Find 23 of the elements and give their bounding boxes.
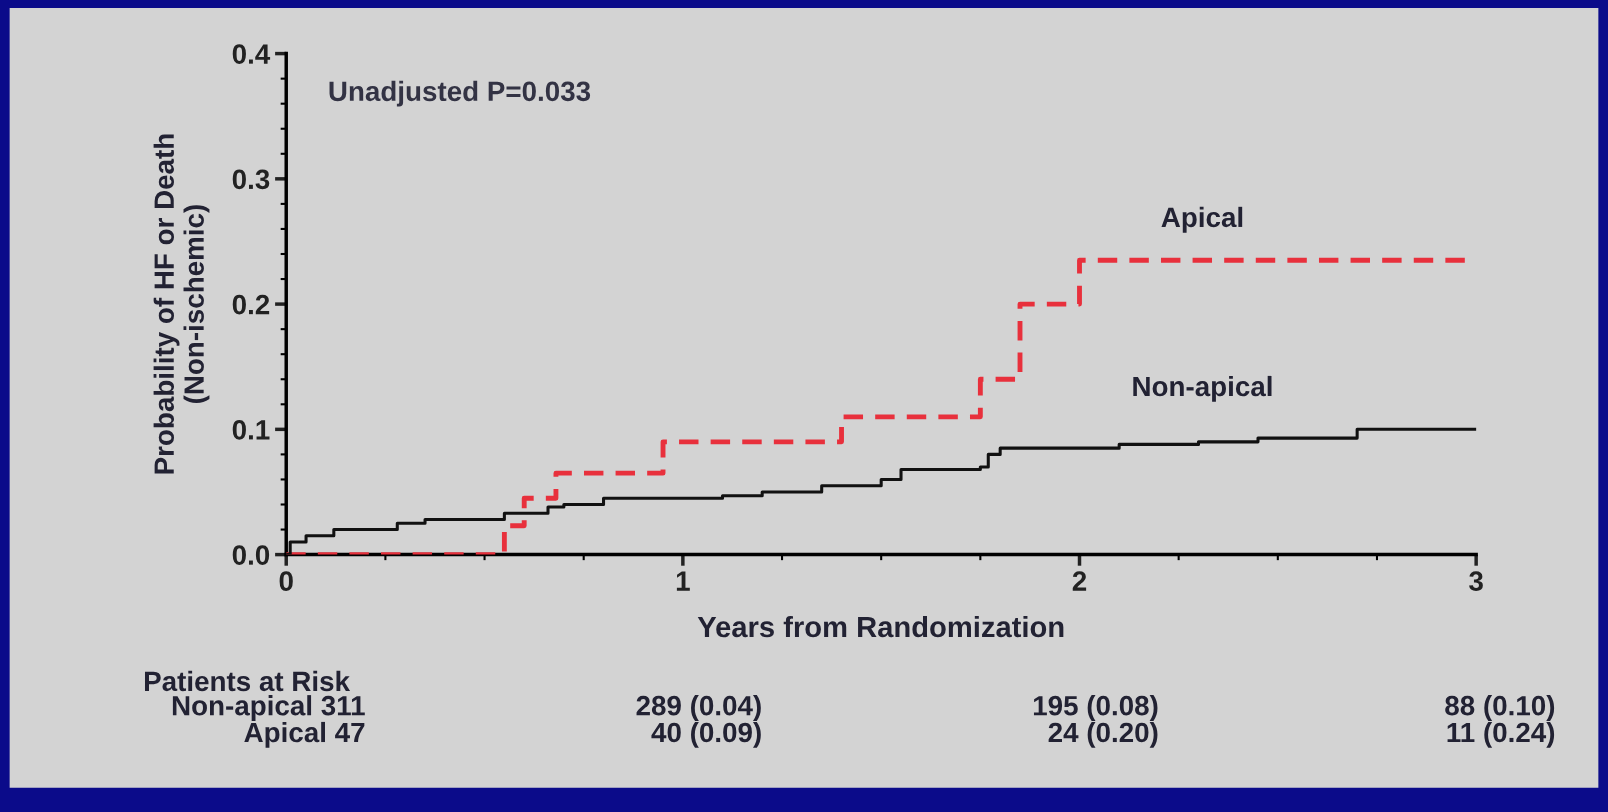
text: 40 (0.09): [651, 721, 761, 748]
text: 24 (0.20): [1048, 721, 1158, 748]
series-label: Non-apical: [1133, 375, 1272, 402]
x-axis-title: Years from Randomization: [697, 615, 1064, 638]
x-tick-label: 1: [676, 571, 690, 591]
text: 195 (0.08): [1033, 695, 1158, 722]
x-tick-label: 3: [1469, 571, 1483, 592]
annotation: Unadjusted P=0.033: [329, 80, 591, 107]
text: Non-apical 311: [172, 695, 365, 722]
series-label: Apical: [1161, 206, 1243, 233]
text: 88 (0.10): [1445, 695, 1555, 722]
y-tick-label: 0.3: [232, 169, 270, 190]
text: Patients at Risk: [144, 670, 351, 692]
text: 11 (0.24): [1447, 721, 1555, 748]
text: 289 (0.04): [636, 695, 761, 722]
y-tick-label: 0.4: [232, 44, 271, 64]
y-tick-label: 0.2: [232, 294, 270, 315]
y-tick-label: 0.0: [232, 545, 270, 565]
y-tick-label: 0.1: [232, 420, 270, 440]
x-tick-label: 0: [279, 571, 293, 591]
y-axis-title: Probability of HF or Death (Non-ischemic): [153, 134, 210, 474]
x-tick-label: 2: [1072, 571, 1087, 591]
text: Apical 47: [244, 721, 365, 748]
